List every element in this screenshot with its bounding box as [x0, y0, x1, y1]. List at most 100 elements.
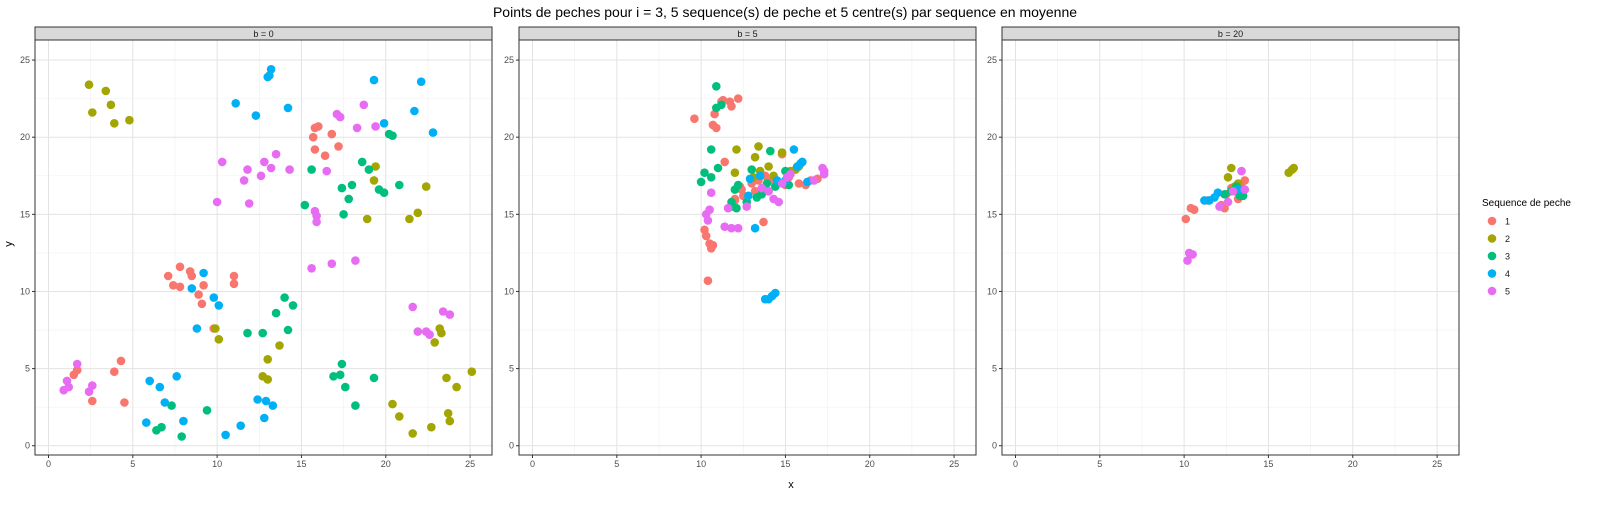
data-point-seq-4 [209, 293, 219, 302]
data-point-seq-5 [359, 100, 369, 110]
data-point-seq-3 [706, 173, 716, 182]
data-point-seq-1 [727, 102, 736, 111]
data-point-seq-4 [789, 145, 799, 154]
data-point-seq-3 [300, 200, 310, 210]
y-axis-label: y [3, 241, 15, 247]
legend-key-3 [1487, 251, 1497, 261]
data-point-seq-4 [283, 103, 293, 113]
facet-strip-label: b = 5 [737, 29, 757, 39]
y-tick-label: 0 [509, 441, 514, 451]
data-point-seq-3 [395, 180, 404, 190]
data-point-seq-2 [110, 119, 119, 128]
data-point-seq-1 [1240, 176, 1250, 185]
data-point-seq-5 [72, 359, 82, 369]
data-point-seq-3 [283, 325, 293, 335]
y-tick-label: 0 [25, 441, 30, 451]
panel-1: b = 0 0 5 10 15 20 25 0 5 10 15 20 25 [20, 26, 493, 469]
data-point-seq-2 [750, 152, 760, 162]
legend-entries: 1 2 3 4 5 [1487, 216, 1510, 297]
facet-strip-label: b = 20 [1218, 29, 1243, 39]
data-point-seq-3 [712, 82, 721, 91]
data-point-seq-4 [755, 171, 765, 181]
data-point-seq-3 [733, 180, 743, 190]
facet-strip-label: b = 0 [253, 29, 273, 39]
data-point-seq-1 [175, 282, 185, 292]
data-point-seq-3 [167, 401, 176, 410]
y-tick-label: 10 [987, 286, 997, 296]
data-point-seq-3 [717, 100, 726, 110]
data-point-seq-1 [194, 290, 203, 299]
x-tick-label: 15 [780, 459, 790, 469]
data-point-seq-3 [732, 203, 741, 213]
panel-2: b = 5 0 5 10 15 20 25 0 5 10 15 20 25 [504, 26, 977, 469]
x-tick-label: 5 [130, 459, 135, 469]
data-point-seq-2 [106, 100, 116, 110]
data-point-seq-3 [280, 293, 289, 302]
legend-key-4 [1487, 269, 1497, 278]
data-point-seq-3 [747, 165, 756, 174]
data-point-seq-1 [116, 356, 126, 366]
panel-3: b = 20 0 5 10 15 20 25 0 5 10 15 20 25 [987, 26, 1460, 469]
data-point-seq-5 [271, 149, 281, 159]
data-point-seq-5 [217, 157, 227, 167]
data-point-seq-2 [362, 214, 372, 224]
data-point-seq-1 [197, 299, 207, 309]
data-point-seq-3 [243, 328, 252, 338]
data-point-seq-3 [700, 168, 709, 177]
data-point-seq-3 [379, 188, 389, 197]
data-point-seq-2 [467, 367, 477, 377]
data-point-seq-1 [110, 367, 119, 377]
data-point-seq-5 [764, 186, 773, 196]
data-point-seq-1 [310, 145, 320, 154]
data-point-seq-3 [713, 163, 723, 173]
data-point-seq-2 [427, 422, 436, 432]
data-point-seq-1 [169, 281, 178, 290]
data-point-seq-1 [690, 114, 699, 123]
data-point-seq-3 [766, 146, 775, 156]
x-tick-label: 20 [381, 459, 391, 469]
data-point-seq-5 [408, 302, 418, 312]
data-point-seq-5 [1183, 256, 1192, 265]
data-point-seq-4 [410, 106, 419, 116]
data-point-seq-1 [175, 262, 185, 272]
data-point-seq-5 [777, 179, 787, 188]
data-point-seq-4 [261, 396, 271, 406]
y-tick-label: 25 [987, 55, 997, 65]
data-point-seq-4 [179, 416, 188, 426]
data-point-seq-5 [307, 264, 316, 273]
data-point-seq-1 [229, 279, 239, 289]
data-point-seq-4 [803, 177, 812, 187]
panels-layer: b = 0 0 5 10 15 20 25 0 5 10 15 20 25 b = 5 0 5 10 15 20 25… [20, 26, 1460, 469]
data-point-seq-5 [819, 166, 829, 176]
data-point-seq-4 [160, 398, 170, 407]
data-point-seq-5 [1223, 197, 1233, 207]
y-tick-label: 20 [20, 132, 30, 142]
data-point-seq-5 [312, 217, 321, 227]
x-tick-label: 15 [296, 459, 306, 469]
data-point-seq-1 [720, 157, 729, 167]
data-point-seq-1 [733, 94, 743, 103]
data-point-seq-2 [88, 108, 97, 117]
data-point-seq-1 [334, 142, 343, 151]
legend-label-4: 4 [1505, 269, 1510, 279]
data-point-seq-5 [239, 176, 249, 185]
data-point-seq-1 [229, 271, 239, 281]
data-point-seq-3 [696, 177, 706, 187]
data-point-seq-4 [221, 430, 230, 440]
data-point-seq-2 [263, 375, 273, 384]
data-point-seq-5 [285, 165, 294, 174]
data-point-seq-2 [369, 176, 379, 185]
data-point-seq-5 [727, 223, 736, 233]
data-point-seq-5 [733, 223, 743, 233]
data-point-seq-2 [395, 412, 404, 421]
data-point-seq-4 [268, 401, 278, 410]
data-point-seq-1 [199, 281, 208, 290]
data-point-seq-2 [214, 335, 224, 344]
data-point-seq-3 [706, 145, 716, 154]
y-tick-label: 10 [504, 286, 514, 296]
legend-key-1 [1487, 216, 1497, 226]
data-point-seq-4 [744, 191, 753, 201]
data-point-seq-3 [1220, 190, 1229, 199]
data-point-seq-3 [288, 301, 298, 310]
